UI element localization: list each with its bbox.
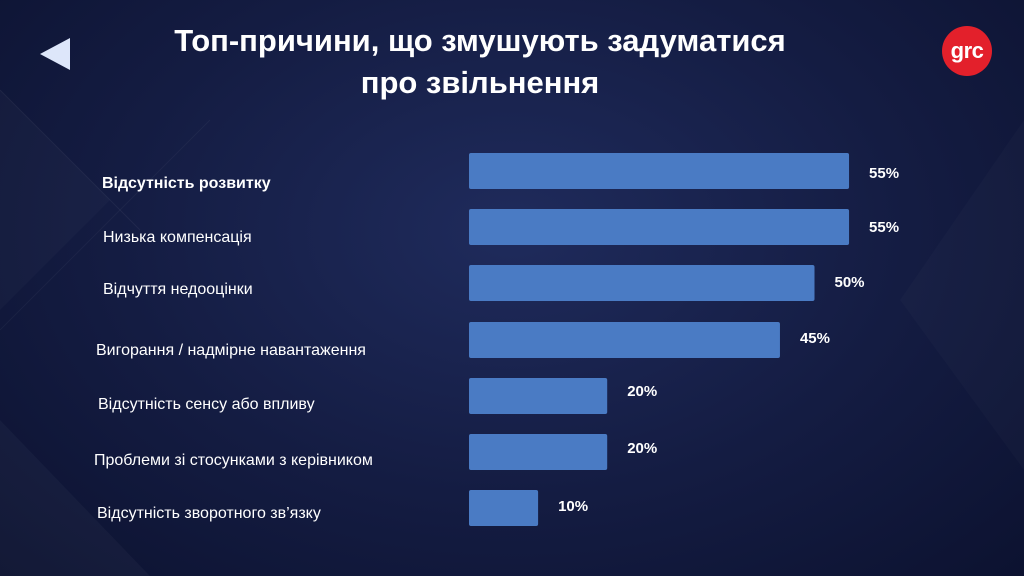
bar-value-label-5: 20%	[627, 383, 657, 400]
bar-value-label-4: 45%	[800, 330, 830, 347]
category-label-2: Низька компенсація	[103, 229, 252, 246]
bar-value-label-2: 55%	[869, 219, 899, 236]
category-label-1: Відсутність розвитку	[102, 175, 271, 192]
chart-title-line-2: про звільнення	[360, 65, 600, 100]
bar-value-label-3: 50%	[835, 274, 865, 291]
bar-6	[469, 434, 608, 470]
category-label-5: Відсутність сенсу або впливу	[98, 396, 315, 413]
bar-5	[469, 378, 608, 414]
bar-4	[469, 322, 780, 358]
grc-logo: grc	[942, 26, 992, 76]
back-arrow-icon[interactable]	[34, 34, 74, 74]
category-label-4: Вигорання / надмірне навантаження	[96, 342, 366, 359]
category-label-6: Проблеми зі стосунками з керівником	[94, 452, 373, 469]
category-label-3: Відчуття недооцінки	[103, 281, 253, 298]
bar-value-label-7: 10%	[558, 498, 588, 515]
bar-value-label-1: 55%	[869, 165, 899, 182]
bar-1	[469, 153, 850, 189]
bar-3	[469, 265, 815, 301]
bar-value-label-6: 20%	[627, 440, 657, 457]
bar-2	[469, 209, 850, 245]
chart-title-line-1: Топ-причини, що змушують задуматися	[174, 23, 786, 58]
bar-7	[469, 490, 539, 526]
category-label-7: Відсутність зворотного зв’язку	[97, 505, 321, 522]
chart-title: Топ-причини, що змушують задуматися про …	[130, 20, 830, 104]
